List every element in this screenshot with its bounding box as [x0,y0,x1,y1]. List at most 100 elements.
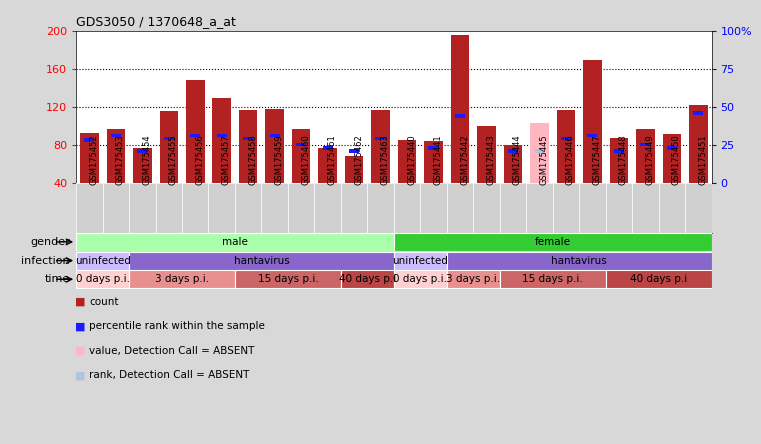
Text: rank, Detection Call = ABSENT: rank, Detection Call = ABSENT [89,370,250,380]
Text: infection: infection [21,256,70,266]
Bar [398,140,416,183]
Text: GSM175453: GSM175453 [116,135,125,186]
Bar [455,114,465,118]
Bar [583,59,602,183]
Bar [473,183,500,233]
Text: GSM175454: GSM175454 [142,135,151,186]
Bar [269,134,280,137]
Bar [447,270,500,288]
Text: hantavirus: hantavirus [234,256,289,266]
Bar [500,183,526,233]
Bar [292,129,310,183]
Text: ■: ■ [75,370,85,380]
Bar [129,183,155,233]
Text: value, Detection Call = ABSENT: value, Detection Call = ABSENT [89,346,254,356]
Bar [535,149,544,153]
Bar [420,183,447,233]
Text: hantavirus: hantavirus [551,256,607,266]
Bar [394,183,420,233]
Bar [133,148,151,183]
Text: GSM175449: GSM175449 [645,135,654,186]
Text: 0 days p.i.: 0 days p.i. [75,274,129,284]
Bar [288,183,314,233]
Bar [235,270,341,288]
Bar [504,145,522,183]
Bar [447,183,473,233]
Bar [262,183,288,233]
Text: 40 days p.i: 40 days p.i [630,274,687,284]
Bar [552,183,579,233]
Text: uninfected: uninfected [75,256,131,266]
Bar [266,109,284,183]
Bar [658,183,685,233]
Bar [610,139,628,183]
Bar [371,110,390,183]
Text: GSM175446: GSM175446 [566,135,575,186]
Bar [587,134,597,137]
Text: female: female [535,237,571,247]
Bar [349,149,359,153]
Bar [107,129,125,183]
Bar [341,183,368,233]
Bar [296,143,306,147]
Text: 15 days p.i.: 15 days p.i. [257,274,318,284]
Bar [394,270,447,288]
Bar [530,123,549,183]
Bar [235,183,262,233]
Bar [239,110,257,183]
Bar [394,252,447,270]
Text: 40 days p.i: 40 days p.i [339,274,396,284]
Bar [606,270,712,288]
Text: GSM175451: GSM175451 [699,135,707,186]
Text: GSM175442: GSM175442 [460,135,469,186]
Text: uninfected: uninfected [393,256,448,266]
Bar [212,98,231,183]
Bar [394,233,712,251]
Bar [500,270,606,288]
Bar [693,111,703,115]
Text: time: time [44,274,70,284]
Bar [110,134,121,137]
Bar [606,183,632,233]
Bar [425,141,443,183]
Bar [190,134,200,137]
Text: GSM175450: GSM175450 [672,135,681,186]
Text: male: male [222,237,248,247]
Bar [345,156,363,183]
Text: GSM175458: GSM175458 [248,135,257,186]
Text: GSM175459: GSM175459 [275,135,284,186]
Bar [614,149,624,153]
Text: GSM175443: GSM175443 [486,135,495,186]
Bar [84,138,94,142]
Bar [129,270,235,288]
Text: 3 days p.i.: 3 days p.i. [446,274,500,284]
Text: 3 days p.i.: 3 days p.i. [155,274,209,284]
Bar [314,183,341,233]
Text: 15 days p.i.: 15 days p.i. [522,274,583,284]
Bar [209,183,235,233]
Bar [368,183,394,233]
Text: GSM175452: GSM175452 [89,135,98,186]
Bar [667,146,677,150]
Text: GSM175447: GSM175447 [592,135,601,186]
Bar [217,134,227,137]
Bar [508,149,518,153]
Bar [186,80,205,183]
Text: GSM175445: GSM175445 [540,135,549,186]
Text: percentile rank within the sample: percentile rank within the sample [89,321,265,331]
Bar [164,137,174,140]
Bar [477,126,495,183]
Bar [428,146,438,150]
Text: 0 days p.i.: 0 days p.i. [393,274,447,284]
Bar [323,146,333,150]
Bar [182,183,209,233]
Text: gender: gender [30,237,70,247]
Bar [76,233,394,251]
Bar [451,35,470,183]
Text: GDS3050 / 1370648_a_at: GDS3050 / 1370648_a_at [76,16,236,28]
Text: GSM175441: GSM175441 [434,135,443,186]
Text: GSM175461: GSM175461 [328,135,336,186]
Text: GSM175455: GSM175455 [169,135,178,186]
Text: GSM175448: GSM175448 [619,135,628,186]
Text: GSM175463: GSM175463 [380,135,390,186]
